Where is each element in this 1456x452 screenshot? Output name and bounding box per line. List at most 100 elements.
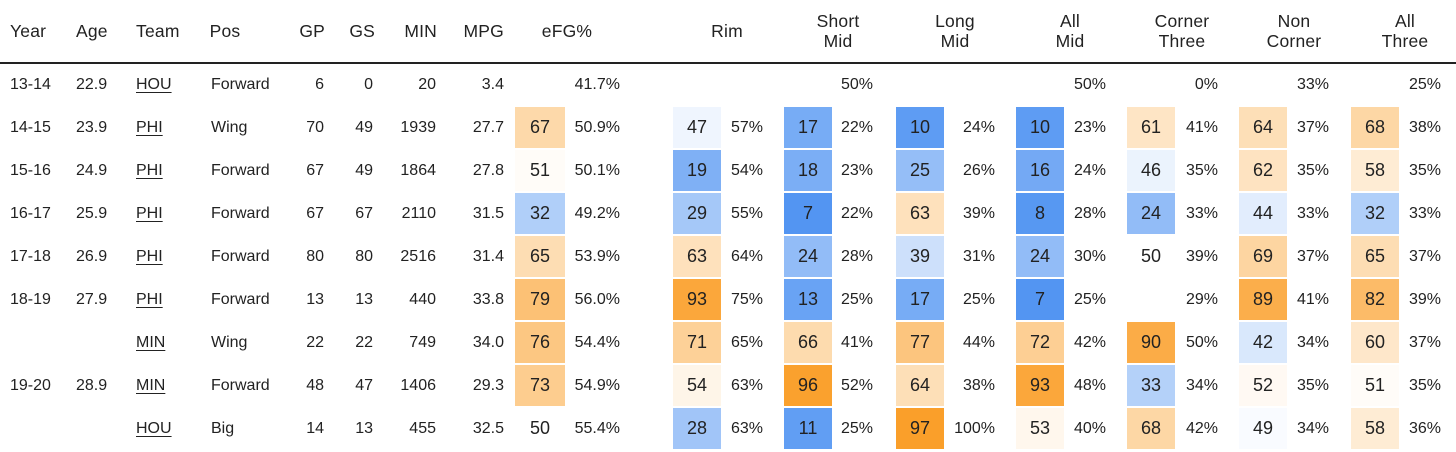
header-all-mid: All Mid bbox=[1015, 0, 1125, 62]
header-rim-label: Rim bbox=[711, 21, 743, 41]
value-short-mid: 22% bbox=[840, 118, 873, 136]
cell-year: 14-15 bbox=[10, 118, 51, 136]
percentile-box-rim: 54 bbox=[673, 365, 721, 406]
header-gs-label: GS bbox=[349, 21, 375, 41]
cell-team[interactable]: MIN bbox=[136, 376, 166, 394]
cell-team[interactable]: HOU bbox=[136, 75, 172, 93]
percentile-box-all-three: 65 bbox=[1351, 236, 1399, 277]
cell-gp: 48 bbox=[306, 376, 324, 394]
percentile-box-all-three: 51 bbox=[1351, 365, 1399, 406]
value-efg: 54.4% bbox=[574, 333, 620, 351]
cell-mpg: 32.5 bbox=[472, 419, 504, 437]
cell-year bbox=[10, 321, 62, 364]
percentile-box-all-mid: 24 bbox=[1016, 236, 1064, 277]
cell-gp: 70 bbox=[306, 118, 324, 136]
value-efg: 56.0% bbox=[574, 290, 620, 308]
cell-year: 18-19 bbox=[10, 290, 51, 308]
header-all-three-label: All Three bbox=[1381, 11, 1429, 51]
cell-gp: 6 bbox=[315, 75, 324, 93]
value-efg: 50.1% bbox=[574, 161, 620, 179]
percentile-box-non-corner: 89 bbox=[1239, 279, 1287, 320]
header-pos-label: Pos bbox=[209, 21, 241, 41]
cell-age: 28.9 bbox=[76, 376, 108, 394]
value-rim: 54% bbox=[730, 161, 763, 179]
value-non-corner: 33% bbox=[1296, 75, 1329, 93]
value-corner-three: 34% bbox=[1185, 376, 1218, 394]
value-non-corner: 34% bbox=[1296, 419, 1329, 437]
cell-min: 20 bbox=[418, 75, 436, 93]
cell-year: 19-20 bbox=[10, 376, 51, 394]
value-all-three: 37% bbox=[1408, 247, 1441, 265]
header-mpg: MPG bbox=[448, 0, 504, 62]
value-short-mid: 25% bbox=[840, 290, 873, 308]
percentile-box-long-mid: 64 bbox=[896, 365, 944, 406]
cell-min: 1406 bbox=[400, 376, 436, 394]
cell-team[interactable]: PHI bbox=[136, 290, 163, 308]
header-corner-three: Corner Three bbox=[1127, 0, 1237, 62]
value-all-mid: 40% bbox=[1073, 419, 1106, 437]
percentile-box-long-mid: 97 bbox=[896, 408, 944, 449]
percentile-box-all-mid: 53 bbox=[1016, 408, 1064, 449]
cell-mpg: 27.7 bbox=[472, 118, 504, 136]
value-long-mid: 26% bbox=[962, 161, 995, 179]
cell-year bbox=[10, 407, 62, 450]
percentile-box-non-corner: 69 bbox=[1239, 236, 1287, 277]
cell-age bbox=[76, 321, 116, 364]
cell-min: 440 bbox=[409, 290, 436, 308]
percentile-box-all-mid: 8 bbox=[1016, 193, 1064, 234]
value-all-three: 36% bbox=[1408, 419, 1441, 437]
percentile-box-rim: 71 bbox=[673, 322, 721, 363]
percentile-box-efg: 65 bbox=[515, 236, 565, 277]
cell-gs: 80 bbox=[355, 247, 373, 265]
cell-pos: Wing bbox=[211, 333, 248, 351]
cell-gs: 47 bbox=[355, 376, 373, 394]
cell-team[interactable]: PHI bbox=[136, 204, 163, 222]
percentile-box-non-corner: 52 bbox=[1239, 365, 1287, 406]
cell-pos: Forward bbox=[211, 247, 270, 265]
cell-gp: 22 bbox=[306, 333, 324, 351]
cell-pos: Wing bbox=[211, 118, 248, 136]
cell-min: 2110 bbox=[401, 204, 436, 222]
cell-gp: 67 bbox=[306, 204, 324, 222]
header-corner-three-label: Corner Three bbox=[1154, 11, 1210, 51]
header-year: Year bbox=[10, 0, 60, 62]
cell-mpg: 29.3 bbox=[472, 376, 504, 394]
cell-year: 15-16 bbox=[10, 161, 51, 179]
cell-team[interactable]: PHI bbox=[136, 161, 163, 179]
percentile-box-efg: 32 bbox=[515, 193, 565, 234]
percentile-box-all-mid: 16 bbox=[1016, 150, 1064, 191]
cell-min: 455 bbox=[409, 419, 436, 437]
header-min: MIN bbox=[385, 0, 437, 62]
percentile-box-all-three: 82 bbox=[1351, 279, 1399, 320]
cell-team[interactable]: PHI bbox=[136, 118, 163, 136]
cell-pos: Forward bbox=[211, 376, 270, 394]
cell-age: 22.9 bbox=[76, 75, 108, 93]
value-efg: 49.2% bbox=[574, 204, 620, 222]
value-efg: 50.9% bbox=[574, 118, 620, 136]
value-corner-three: 0% bbox=[1194, 75, 1218, 93]
value-corner-three: 35% bbox=[1185, 161, 1218, 179]
cell-team[interactable]: MIN bbox=[136, 333, 166, 351]
cell-min: 749 bbox=[409, 333, 436, 351]
header-gp-label: GP bbox=[299, 21, 325, 41]
percentile-box-all-mid: 72 bbox=[1016, 322, 1064, 363]
cell-mpg: 34.0 bbox=[472, 333, 504, 351]
percentile-box-efg: 67 bbox=[515, 107, 565, 148]
percentile-box-long-mid: 63 bbox=[896, 193, 944, 234]
cell-min: 1939 bbox=[400, 118, 436, 136]
cell-age: 23.9 bbox=[76, 118, 108, 136]
header-long-mid: Long Mid bbox=[895, 0, 1015, 62]
percentile-box-non-corner: 64 bbox=[1239, 107, 1287, 148]
value-rim: 55% bbox=[730, 204, 763, 222]
cell-team[interactable]: HOU bbox=[136, 419, 172, 437]
percentile-box-corner-three: 33 bbox=[1127, 365, 1175, 406]
value-all-mid: 48% bbox=[1073, 376, 1106, 394]
value-all-mid: 23% bbox=[1073, 118, 1106, 136]
header-mpg-label: MPG bbox=[463, 21, 504, 41]
cell-age: 26.9 bbox=[76, 247, 108, 265]
header-age-label: Age bbox=[76, 21, 108, 41]
value-rim: 57% bbox=[730, 118, 763, 136]
value-efg: 41.7% bbox=[574, 75, 620, 93]
cell-team[interactable]: PHI bbox=[136, 247, 163, 265]
value-short-mid: 28% bbox=[840, 247, 873, 265]
